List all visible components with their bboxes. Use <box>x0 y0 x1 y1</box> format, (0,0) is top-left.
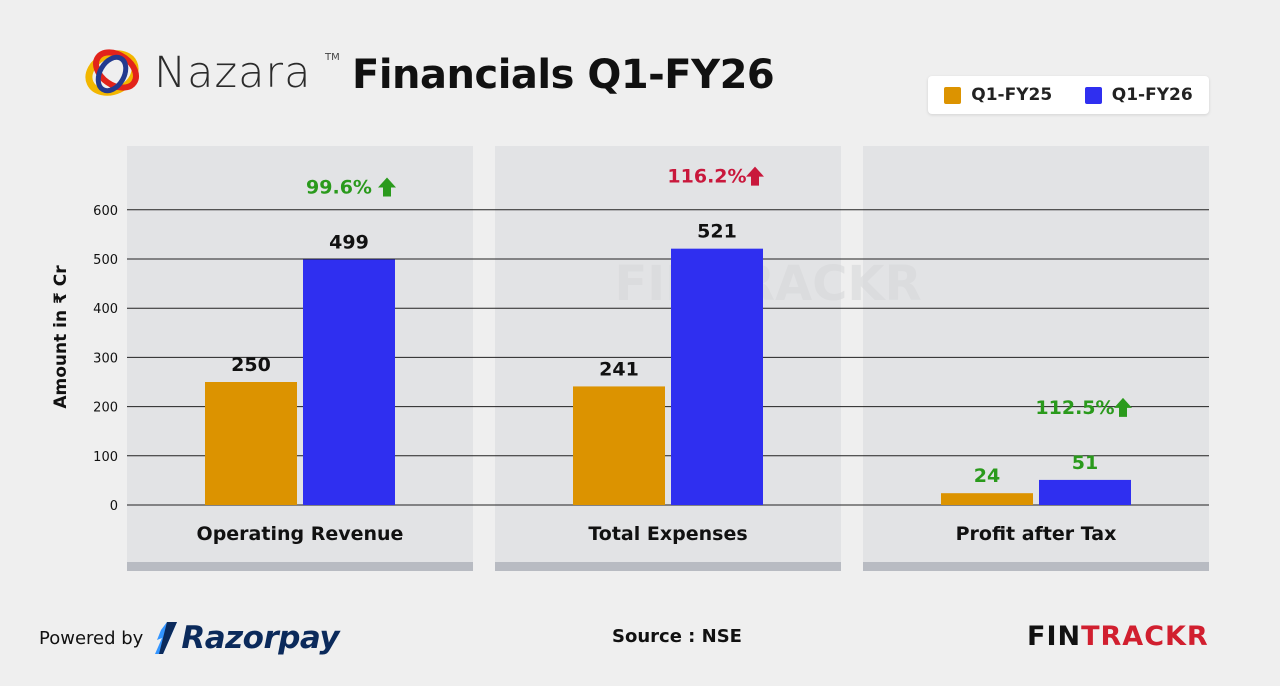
chart-panel-footer-strip <box>863 562 1209 571</box>
x-category-label: Profit after Tax <box>956 523 1117 545</box>
x-category-label: Operating Revenue <box>197 523 404 545</box>
bar-q1-fy25 <box>941 493 1033 505</box>
growth-up-arrow-icon <box>378 177 396 197</box>
growth-label: 116.2% <box>667 166 746 188</box>
y-tick-label: 0 <box>110 499 118 514</box>
legend-swatch-q1-fy25 <box>944 86 962 104</box>
y-axis-label: Amount in ₹ Cr <box>51 265 71 409</box>
y-tick-label: 400 <box>93 302 118 317</box>
legend-item-q1-fy25: Q1-FY25 <box>944 85 1052 105</box>
chart-panel <box>127 146 473 562</box>
legend-swatch-q1-fy26 <box>1084 86 1102 104</box>
chart-panel-footer-strip <box>495 562 841 571</box>
growth-up-arrow-icon <box>746 166 764 186</box>
chart-panel <box>495 146 841 562</box>
bar-q1-fy26 <box>1039 479 1131 505</box>
y-tick-label: 200 <box>93 401 118 416</box>
chart-legend: Q1-FY25 Q1-FY26 <box>928 76 1209 114</box>
powered-by-label: Powered by <box>39 627 144 649</box>
razorpay-wordmark: Razorpay <box>181 620 340 656</box>
y-tick-label: 600 <box>93 204 118 219</box>
growth-label: 112.5% <box>1035 397 1114 419</box>
bar-q1-fy25 <box>205 382 297 505</box>
x-category-label: Total Expenses <box>588 523 747 545</box>
nazara-logo-mark-icon <box>85 49 139 96</box>
legend-label-q1-fy25: Q1-FY25 <box>971 85 1053 105</box>
growth-label: 99.6% <box>306 176 372 198</box>
brand-name: Nazara <box>154 48 312 98</box>
bar-q1-fy26 <box>671 248 763 505</box>
watermark: FINTRACKR <box>614 256 921 312</box>
page-title: Financials Q1-FY26 <box>352 52 775 98</box>
legend-item-q1-fy26: Q1-FY26 <box>1084 85 1193 105</box>
bar-chart: FINTRACKR 0 100 200 300 400 500 600 Amount in ₹ … <box>51 146 1209 571</box>
trademark-mark: TM <box>325 52 340 63</box>
razorpay-logo: Razorpay <box>153 620 340 656</box>
y-tick-label: 500 <box>93 253 118 268</box>
data-label: 241 <box>599 358 639 380</box>
y-tick-label: 300 <box>93 351 118 366</box>
chart-panel <box>863 146 1209 562</box>
legend-label-q1-fy26: Q1-FY26 <box>1111 85 1193 105</box>
bar-q1-fy25 <box>573 386 665 505</box>
chart-panel-footer-strip <box>127 562 473 571</box>
data-label: 499 <box>329 231 369 253</box>
fintrackr-logo-part1: FIN <box>1027 621 1082 652</box>
powered-by: Powered by Razorpay <box>39 620 340 656</box>
fintrackr-logo-part2: TRACKR <box>1081 621 1209 652</box>
nazara-logo: Nazara TM <box>82 40 342 106</box>
fintrackr-logo: FINTRACKR <box>1027 621 1209 652</box>
data-label: 250 <box>231 354 271 376</box>
data-label: 24 <box>974 465 1000 487</box>
y-tick-label: 100 <box>93 450 118 465</box>
bar-q1-fy26 <box>303 259 395 505</box>
data-label: 521 <box>697 221 737 243</box>
razorpay-logo-icon <box>155 622 178 654</box>
data-label: 51 <box>1072 452 1098 474</box>
source-note: Source : NSE <box>612 626 742 647</box>
growth-up-arrow-icon <box>1114 397 1132 417</box>
